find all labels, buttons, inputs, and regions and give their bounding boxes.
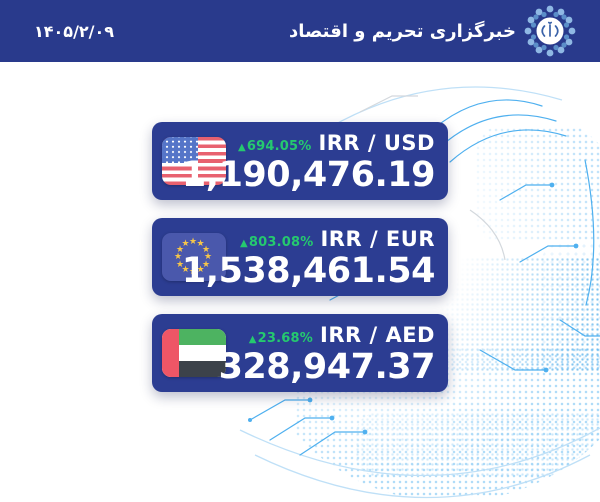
up-arrow-icon: ▲ <box>240 238 248 249</box>
agency-logo-icon <box>524 5 576 57</box>
agency-title: خبرگزاری تحریم و اقتصاد <box>288 20 516 42</box>
rate-text: ▲694.05% IRR / USD 1,190,476.19 <box>181 131 436 195</box>
rate-text: ▲803.08% IRR / EUR 1,538,461.54 <box>181 227 436 291</box>
rate-card-eur: ★ ★ ★ ★ ★ ★ ★ ★ ★ ★ ★ ★ ▲803.08% IRR / E… <box>152 218 448 296</box>
eu-flag-icon: ★ ★ ★ ★ ★ ★ ★ ★ ★ ★ ★ ★ <box>162 233 226 281</box>
currency-rate-list: ▲694.05% IRR / USD 1,190,476.19 ★ ★ ★ ★ … <box>152 122 448 410</box>
change-percent: ▲23.68% <box>248 331 314 346</box>
agency-brand: خبرگزاری تحریم و اقتصاد <box>289 5 576 57</box>
up-arrow-icon: ▲ <box>237 142 246 153</box>
header-bar: ۱۴۰۵/۲/۰۹ خبرگزاری تحریم و اقتصاد <box>0 0 600 62</box>
up-arrow-icon: ▲ <box>248 334 257 345</box>
exchange-rate-value: 328,947.37 <box>218 347 436 387</box>
rate-text: ▲23.68% IRR / AED 328,947.37 <box>218 323 436 387</box>
uae-flag-icon <box>162 329 226 377</box>
exchange-rate-value: 1,190,476.19 <box>181 155 436 195</box>
currency-pair-label: IRR / EUR <box>320 227 435 251</box>
currency-pair-label: IRR / AED <box>320 323 435 347</box>
persian-date: ۱۴۰۵/۲/۰۹ <box>34 21 115 41</box>
exchange-rate-value: 1,538,461.54 <box>181 251 436 291</box>
currency-pair-label: IRR / USD <box>318 131 435 155</box>
usa-flag-icon <box>162 137 226 185</box>
rate-card-usd: ▲694.05% IRR / USD 1,190,476.19 <box>152 122 448 200</box>
change-percent: ▲803.08% <box>240 235 314 250</box>
rate-card-aed: ▲23.68% IRR / AED 328,947.37 <box>152 314 448 392</box>
change-percent: ▲694.05% <box>237 139 312 154</box>
